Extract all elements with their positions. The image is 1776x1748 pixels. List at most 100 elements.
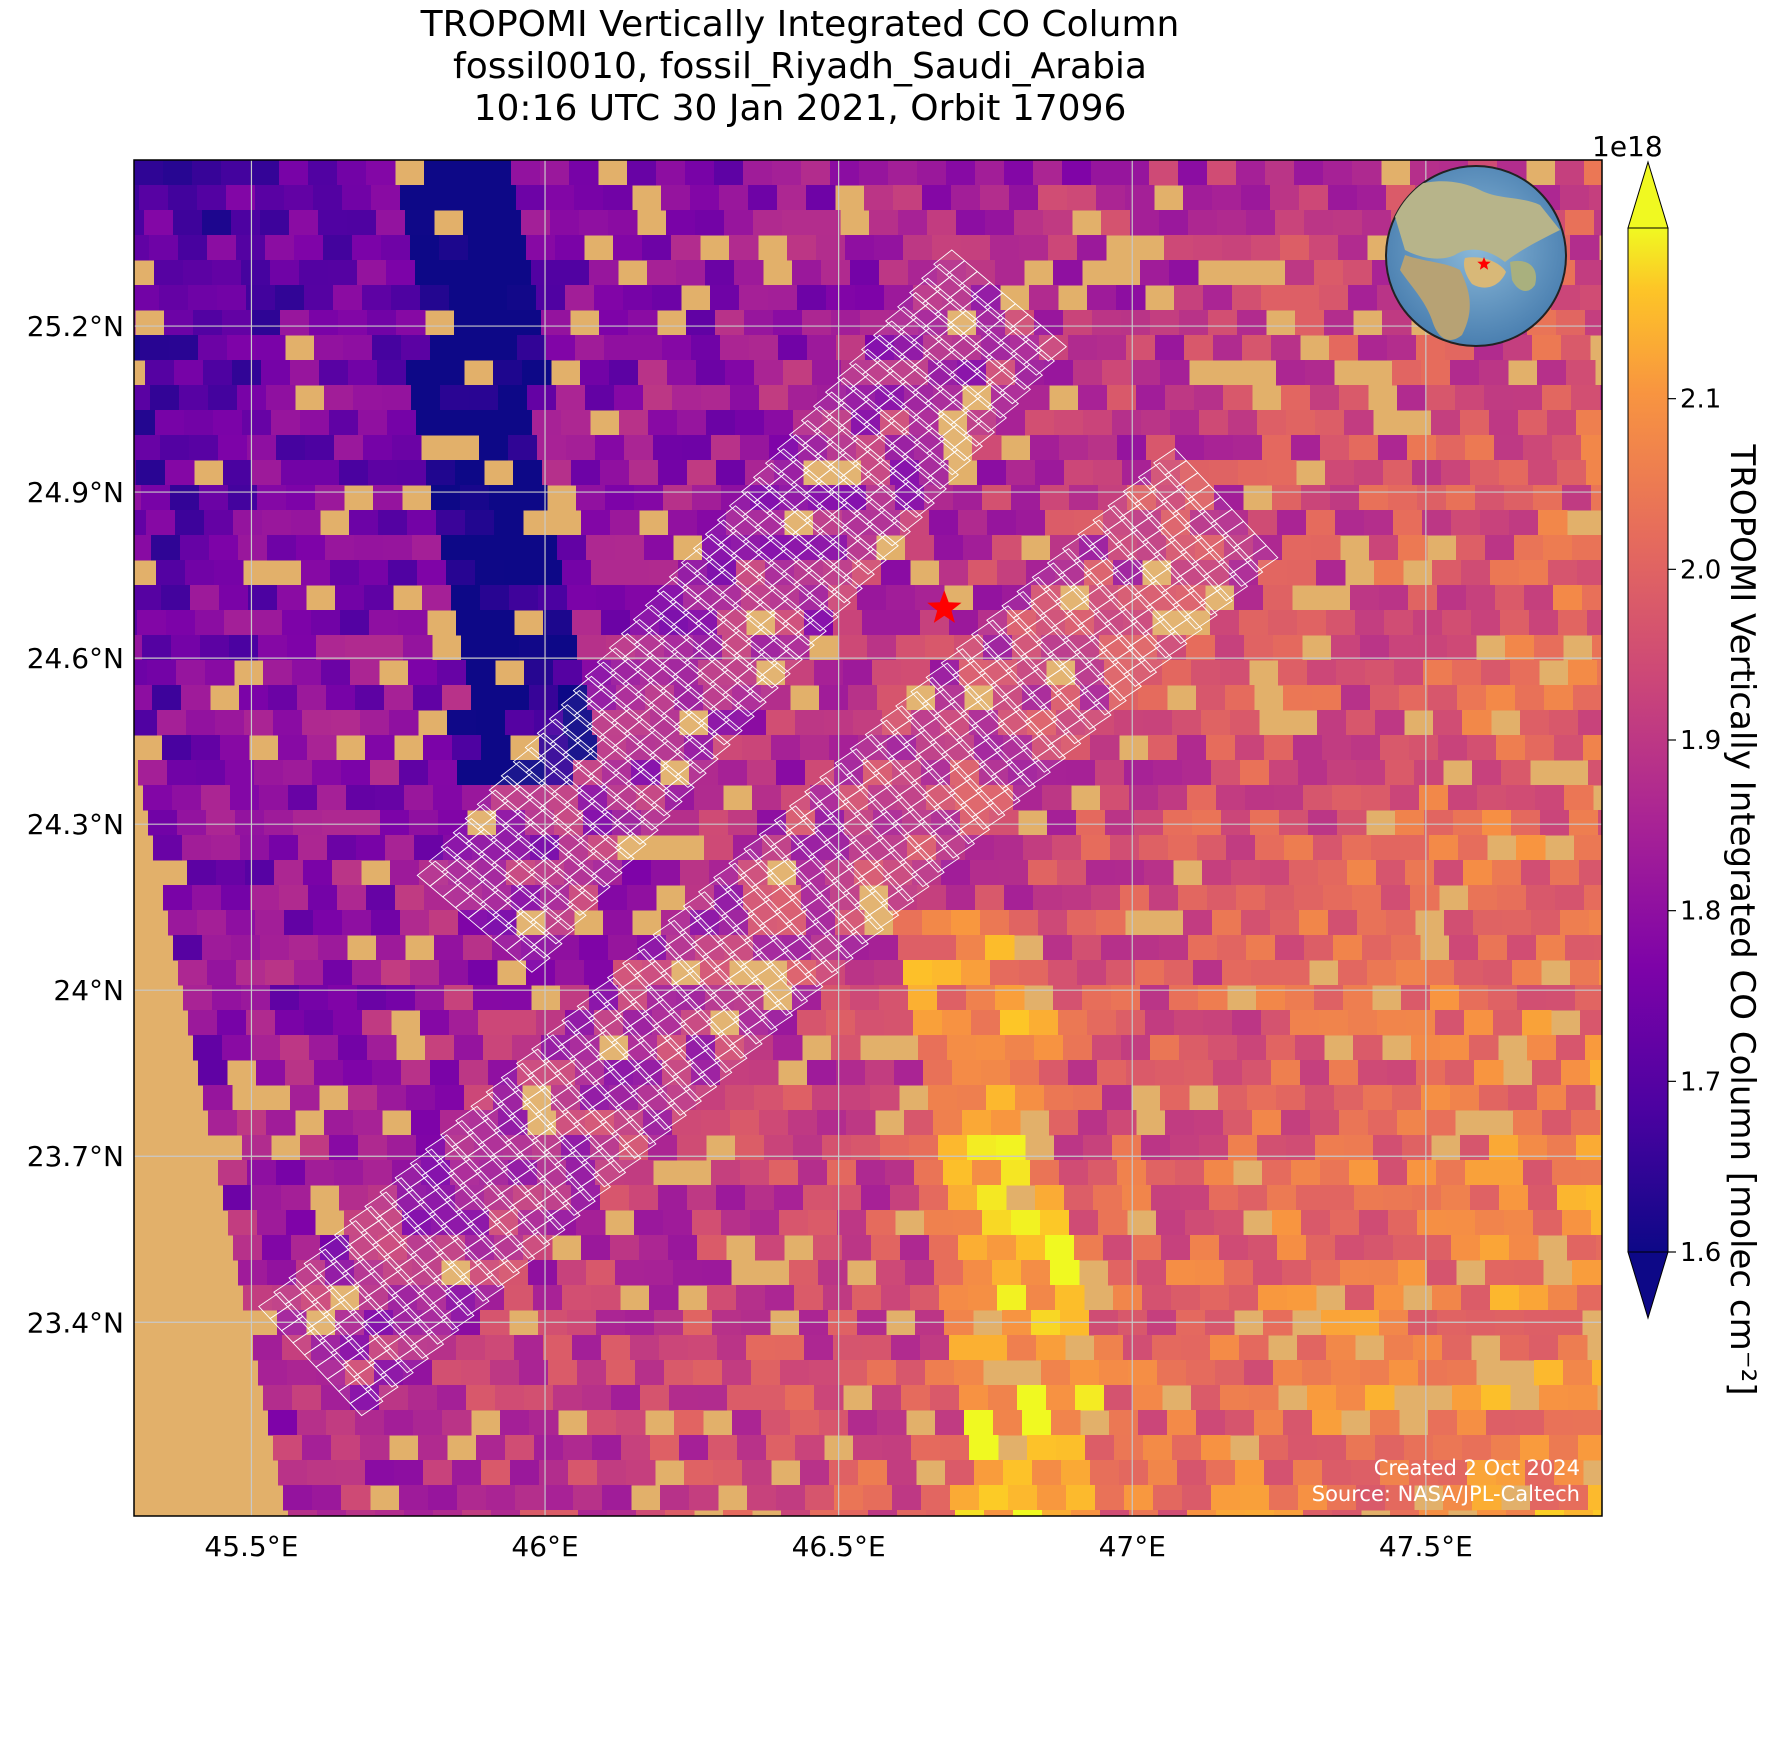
co-pixel xyxy=(1331,1360,1361,1386)
co-pixel xyxy=(1570,235,1600,261)
co-pixel xyxy=(1534,635,1564,661)
co-pixel xyxy=(958,1235,988,1261)
co-pixel xyxy=(1026,1285,1056,1311)
co-pixel xyxy=(951,910,981,936)
co-pixel xyxy=(564,1585,594,1611)
co-pixel xyxy=(1199,410,1229,436)
co-pixel xyxy=(793,410,823,436)
co-pixel xyxy=(1067,185,1097,211)
co-pixel xyxy=(240,835,270,861)
co-pixel xyxy=(1042,785,1072,811)
co-pixel xyxy=(534,1435,564,1461)
co-pixel xyxy=(1416,1060,1446,1086)
co-pixel xyxy=(143,785,173,811)
co-pixel xyxy=(1360,1360,1390,1386)
co-pixel xyxy=(375,1510,405,1516)
co-pixel xyxy=(783,360,813,386)
co-pixel xyxy=(1224,535,1254,561)
co-pixel xyxy=(510,1460,540,1486)
co-pixel xyxy=(1772,810,1776,836)
co-pixel xyxy=(1125,185,1155,211)
co-pixel xyxy=(1358,335,1388,361)
co-pixel xyxy=(574,185,604,211)
co-pixel xyxy=(1383,460,1413,486)
co-pixel xyxy=(778,335,808,361)
co-pixel xyxy=(186,710,216,736)
co-pixel xyxy=(1345,1285,1375,1311)
co-pixel xyxy=(1155,1060,1185,1086)
co-pixel xyxy=(1197,1560,1227,1586)
co-pixel xyxy=(1223,385,1253,411)
co-pixel xyxy=(216,160,246,161)
co-pixel xyxy=(999,860,1029,886)
co-pixel xyxy=(1499,460,1529,486)
co-pixel xyxy=(468,235,498,261)
co-pixel xyxy=(1757,1460,1776,1486)
co-pixel xyxy=(1188,210,1218,236)
co-pixel xyxy=(732,685,762,711)
co-pixel xyxy=(690,1635,720,1661)
co-pixel xyxy=(81,185,111,211)
co-pixel xyxy=(1496,735,1526,761)
co-pixel xyxy=(812,360,842,386)
co-pixel xyxy=(1490,1285,1520,1311)
co-pixel xyxy=(457,1485,487,1511)
co-pixel xyxy=(1342,835,1372,861)
co-pixel xyxy=(373,485,403,511)
co-pixel xyxy=(1014,210,1044,236)
co-pixel xyxy=(660,1485,690,1511)
co-pixel xyxy=(479,435,509,461)
co-pixel xyxy=(864,1635,894,1661)
co-pixel xyxy=(1149,1610,1179,1636)
co-pixel xyxy=(1640,1310,1670,1336)
co-pixel xyxy=(341,1485,371,1511)
co-pixel xyxy=(189,435,219,461)
co-pixel xyxy=(1298,760,1328,786)
co-pixel xyxy=(276,435,306,461)
co-pixel xyxy=(989,1535,1019,1561)
latitude-axis: 25.2°N24.9°N24.6°N24.3°N24°N23.7°N23.4°N xyxy=(27,310,124,1339)
co-pixel xyxy=(540,160,570,186)
co-pixel xyxy=(1129,785,1159,811)
co-pixel xyxy=(1011,1210,1041,1236)
co-pixel xyxy=(1448,785,1478,811)
co-pixel xyxy=(188,285,218,311)
co-pixel xyxy=(1030,1160,1060,1186)
co-pixel xyxy=(292,1385,322,1411)
co-pixel xyxy=(193,1035,223,1061)
footprint-cell xyxy=(950,434,983,462)
co-pixel xyxy=(489,485,519,511)
co-pixel xyxy=(400,1635,430,1661)
co-pixel xyxy=(807,335,837,361)
co-pixel xyxy=(1437,585,1467,611)
co-pixel xyxy=(256,1060,286,1086)
co-pixel xyxy=(1453,810,1483,836)
co-pixel xyxy=(792,260,822,286)
co-pixel xyxy=(994,835,1024,861)
co-pixel xyxy=(420,1010,450,1036)
co-pixel xyxy=(1458,110,1488,136)
co-pixel xyxy=(1395,810,1425,836)
co-pixel xyxy=(627,885,657,911)
co-pixel xyxy=(1322,735,1352,761)
co-pixel xyxy=(682,435,712,461)
co-pixel xyxy=(1674,610,1704,636)
co-pixel xyxy=(982,485,1012,511)
co-pixel xyxy=(639,1235,669,1261)
co-pixel xyxy=(164,310,194,336)
co-pixel xyxy=(1618,1635,1648,1661)
co-pixel xyxy=(211,110,241,136)
co-pixel xyxy=(1348,1010,1378,1036)
co-pixel xyxy=(1077,960,1107,986)
co-pixel xyxy=(1124,1485,1154,1511)
co-pixel xyxy=(691,335,721,361)
co-pixel xyxy=(673,1260,703,1286)
co-pixel xyxy=(1513,385,1543,411)
co-pixel xyxy=(1087,1010,1117,1036)
co-pixel xyxy=(1602,685,1632,711)
co-pixel xyxy=(937,260,967,286)
co-pixel xyxy=(751,1360,781,1386)
co-pixel xyxy=(1462,1435,1492,1461)
co-pixel xyxy=(297,1410,327,1436)
co-pixel xyxy=(371,185,401,211)
